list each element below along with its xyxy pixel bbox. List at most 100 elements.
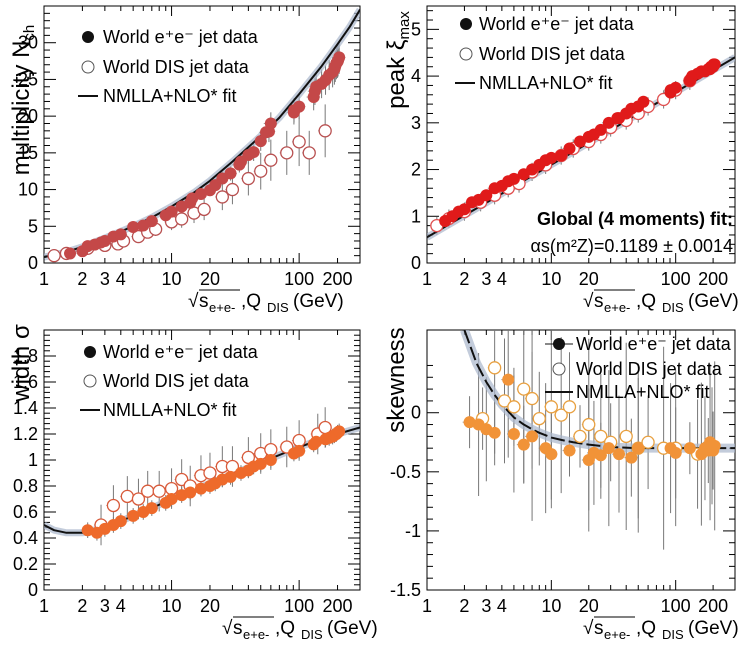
p4-plot: 1 2 3 4 10 20 100 200 -1.5 -1 -0.5 0 [390, 329, 736, 616]
p4-dis-point [525, 391, 539, 406]
p3-ee-point [310, 435, 323, 448]
p2-data [427, 54, 735, 241]
p1-ee-point [293, 100, 306, 113]
p4-y-tick-label: -0.5 [390, 462, 421, 482]
p3-ee-point [264, 454, 277, 466]
p3-y-tick-label: 0.6 [13, 502, 38, 522]
p1-x-tick-label: 1 [39, 269, 49, 289]
p1-y-tick-label: 20 [18, 106, 38, 126]
p1-x-label-q: ,Q [241, 291, 261, 312]
p3-frame [43, 329, 361, 591]
p2-frame [426, 5, 736, 264]
p3-y-tick-label: 1 [28, 450, 38, 470]
p2-x-label: √ s e+e- ,Q DIS (GeV) [583, 289, 739, 315]
p3-dis-point [106, 498, 121, 513]
p1-ee-point [333, 51, 346, 64]
p4-y-tick-label: -1.5 [390, 580, 421, 600]
p3-dis-point [120, 489, 134, 504]
p2-ee-point [545, 151, 558, 164]
p3-data [44, 407, 360, 546]
p4-dis-point [573, 429, 587, 444]
p3-ee-point [184, 486, 197, 499]
p2-y-tick-label: 1 [411, 206, 421, 226]
p4-dis-point [544, 400, 558, 414]
p1-x-label-unit: (GeV) [293, 291, 344, 312]
p4-ee-point [517, 438, 530, 451]
p3-ee-point [81, 524, 94, 537]
p2-y-tick-label: 5 [411, 19, 421, 39]
svg-text:World DIS jet data: World DIS jet data [103, 371, 250, 391]
p4-dis-point [619, 429, 633, 444]
p3-ee-point [114, 515, 127, 528]
p1-ee-point [224, 167, 237, 180]
p1-x-label-s: s [199, 291, 209, 312]
p1-x-tick-label: 3 [100, 269, 110, 289]
p4-dis-point [497, 394, 512, 408]
p2-ee-point [708, 58, 721, 71]
p1-frame [43, 5, 361, 264]
p2-ee-point [480, 189, 493, 202]
p3-y-tick-label: 0.2 [13, 554, 38, 574]
p3-dis-point [152, 484, 166, 498]
p1-y-tick-label: 0 [28, 253, 38, 273]
p4-dis-point [517, 382, 531, 396]
p1-dis-point [175, 212, 189, 226]
p2-y-tick-label: 0 [411, 253, 421, 273]
p4-dis-point [594, 429, 608, 444]
p2-legend-ee-marker [460, 18, 472, 30]
p3-y-tick-label: 1.4 [13, 398, 38, 418]
p3-ee-point [194, 482, 207, 495]
p1-ee-point [254, 135, 267, 148]
p1-dis-point [318, 124, 332, 138]
svg-text:e+e-: e+e- [604, 300, 630, 315]
p4-x-tick-label: 10 [541, 596, 561, 616]
p3-dis-point [264, 442, 278, 457]
p2-x-tick-label: 3 [481, 269, 491, 289]
svg-text:DIS: DIS [662, 300, 684, 315]
p2-legend-ee-label: World e⁺e⁻ jet data [479, 14, 635, 34]
p1-ee-point [247, 146, 260, 159]
p4-ee-point [602, 442, 615, 455]
p1-legend-ee-marker [82, 31, 94, 43]
p2-ee-point [669, 81, 682, 94]
p4-ee-point [594, 449, 607, 462]
p2-ee-point [458, 203, 471, 216]
svg-text:,Q: ,Q [636, 618, 656, 639]
p2-x-tick-label: 4 [497, 269, 507, 289]
p4-x-tick-label: 20 [579, 596, 599, 616]
p2-legend-fit-label: NMLLA+NLO* fit [479, 73, 613, 93]
p2-annotation-alpha: αs(m²Z)=0.1189 ± 0.0014 [530, 236, 733, 256]
p3-x-tick-label: 3 [100, 596, 110, 616]
p1-x-tick-label: 2 [77, 269, 87, 289]
p1-x-tick-label: 100 [284, 269, 314, 289]
p2-legend-dis-marker [459, 47, 473, 61]
p4-ee-point [563, 444, 576, 457]
p1-ee-point [127, 221, 140, 234]
p3-y-tick-label: 0.4 [13, 528, 38, 548]
p4-x-tick-label: 2 [459, 596, 469, 616]
p4-dis-point [554, 408, 568, 422]
p1-x-label: √ s e+e- ,Q DIS (GeV) [188, 289, 344, 315]
p4-ee-point [526, 430, 539, 443]
p2-ee-point [507, 172, 520, 185]
p4-x-tick-label: 100 [661, 596, 691, 616]
p4-dis-point [582, 417, 596, 432]
p4-x-tick-label: 4 [497, 596, 507, 616]
svg-text:e+e-: e+e- [243, 627, 269, 642]
p3-x-label: √ s e+e- ,Q DIS (GeV) [222, 616, 378, 642]
p3-x-tick-label: 4 [116, 596, 126, 616]
p3-legend: World e⁺e⁻ jet data World DIS jet data N… [80, 342, 259, 420]
p2-y-tick-label: 4 [411, 66, 421, 86]
p3-y-tick-label: 1.2 [13, 424, 38, 444]
svg-text:(GeV): (GeV) [688, 291, 739, 312]
p3-dis-point [241, 450, 256, 465]
p1-ee-point [264, 117, 277, 130]
p2-legend-dis-label: World DIS jet data [479, 44, 626, 64]
p4-y-tick-label: -1 [405, 521, 421, 541]
svg-text:NMLLA+NLO* fit: NMLLA+NLO* fit [103, 400, 237, 420]
p4-ee-point [683, 442, 696, 455]
p4-legend: World e⁺e⁻ jet data World DIS jet data N… [545, 334, 732, 402]
p4-dis-point [641, 435, 655, 449]
p1-dis-point [47, 249, 61, 263]
svg-text:e+e-: e+e- [604, 627, 630, 642]
